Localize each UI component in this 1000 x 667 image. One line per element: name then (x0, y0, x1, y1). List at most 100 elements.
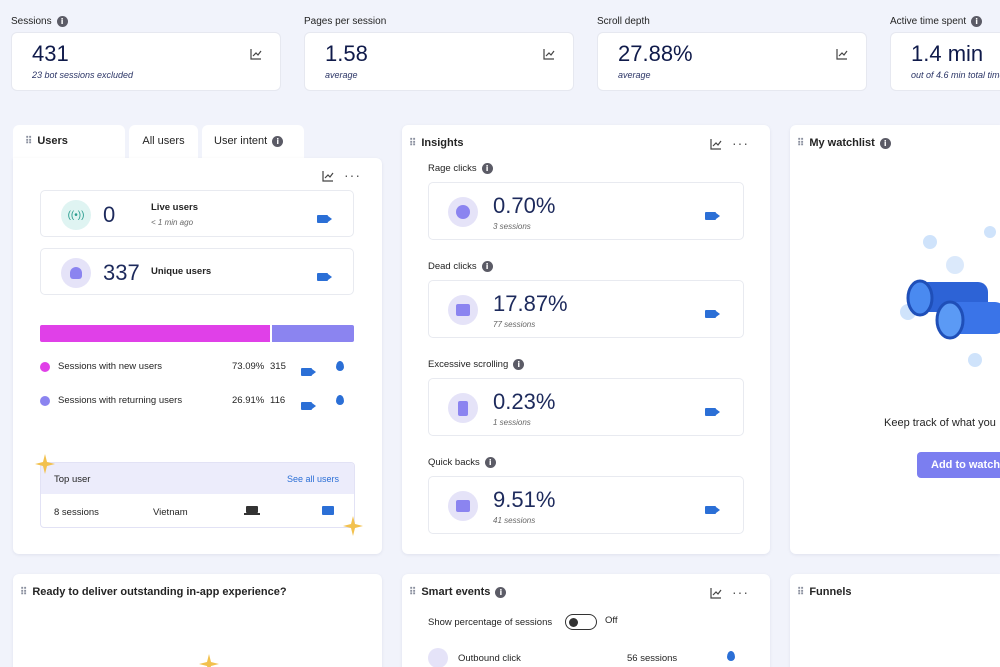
live-signal-icon: ((•)) (61, 200, 91, 230)
bar-divider (269, 325, 272, 342)
info-icon[interactable]: i (971, 16, 983, 27)
kpi-sub: 23 bot sessions excluded (32, 70, 134, 80)
tab-users-overview[interactable]: ⠿Users overview (13, 125, 125, 180)
heatmap-icon[interactable] (336, 361, 344, 371)
live-users-sub: < 1 min ago (151, 218, 194, 227)
kpi-label: Scroll depth (597, 16, 650, 27)
insight-value: 0.70% (493, 193, 556, 218)
see-all-users-link[interactable]: See all users (287, 474, 340, 484)
kpi-sub: out of 4.6 min total time (911, 70, 1000, 80)
trend-chart-icon[interactable] (710, 138, 722, 150)
sparkle-icon (343, 516, 363, 536)
insight-label: Excessive scrolling i (428, 359, 525, 370)
bar-returning-users (271, 325, 354, 342)
info-icon[interactable]: i (513, 359, 525, 370)
quick-back-icon (448, 491, 478, 521)
top-user-title: Top user (54, 474, 91, 485)
toggle-state: Off (605, 615, 618, 626)
video-recording-icon[interactable] (705, 506, 720, 514)
users-overview-card: ··· ((•)) 0 Live users < 1 min ago 337 U… (13, 158, 382, 554)
heatmap-icon[interactable] (336, 395, 344, 405)
kpi-value: 1.58 (325, 41, 368, 66)
insight-value: 0.23% (493, 389, 556, 414)
unique-users-label: Unique users (151, 266, 212, 277)
video-recording-icon[interactable] (317, 273, 332, 281)
insights-title: ⠿ Insights (409, 137, 464, 149)
video-recording-icon[interactable] (301, 368, 316, 376)
info-icon[interactable]: i (484, 457, 496, 468)
percentage-toggle[interactable] (565, 614, 597, 630)
more-options-icon[interactable]: ··· (344, 167, 361, 183)
trend-chart-icon[interactable] (250, 48, 262, 60)
insight-label: Rage clicks i (428, 163, 493, 174)
tab-all-users[interactable]: All users (129, 125, 198, 159)
dead-click-icon (448, 295, 478, 325)
trend-chart-icon[interactable] (710, 587, 722, 599)
sessions-new-row: Sessions with new users 73.09% 315 (40, 360, 354, 376)
desktop-icon-base (244, 513, 260, 515)
legend-dot-new (40, 362, 50, 372)
info-icon[interactable]: i (495, 586, 507, 598)
kpi-value: 27.88% (618, 41, 693, 66)
trend-chart-icon[interactable] (543, 48, 555, 60)
drag-handle-icon[interactable]: ⠿ (409, 587, 416, 598)
users-split-bar (40, 325, 354, 342)
info-icon[interactable]: i (879, 137, 891, 149)
top-user-box: Top user See all users 8 sessions Vietna… (40, 462, 355, 528)
insight-sub: 77 sessions (493, 320, 536, 329)
trend-chart-icon[interactable] (322, 170, 334, 182)
live-users-value: 0 (103, 202, 116, 227)
sparkle-icon (199, 654, 219, 667)
live-users-box: ((•)) 0 Live users < 1 min ago (40, 190, 354, 237)
video-recording-icon[interactable] (705, 408, 720, 416)
row-pct: 26.91% (232, 395, 265, 406)
kpi-label: Pages per session (304, 16, 387, 27)
binoculars-illustration (900, 226, 1000, 367)
ready-card: ⠿ Ready to deliver outstanding in-app exp… (13, 574, 382, 667)
info-icon[interactable]: i (56, 16, 68, 27)
video-recording-icon[interactable] (301, 402, 316, 410)
drag-handle-icon[interactable]: ⠿ (20, 587, 27, 598)
kpi-card: 1.4 min out of 4.6 min total time (890, 32, 1000, 91)
scroll-icon (448, 393, 478, 423)
bar-new-users (40, 325, 270, 342)
kpi-sub: average (325, 70, 358, 80)
angry-face-icon (448, 197, 478, 227)
watchlist-title: ⠿ My watchlist i (797, 137, 891, 149)
unique-users-box: 337 Unique users (40, 248, 354, 295)
sparkle-icon (35, 454, 55, 474)
insight-box-scroll: 0.23% 1 sessions (428, 378, 744, 436)
info-icon[interactable]: i (272, 135, 284, 147)
row-label: Sessions with returning users (58, 395, 183, 406)
row-pct: 73.09% (232, 361, 265, 372)
kpi-card: 27.88% average (597, 32, 867, 91)
kpi-label: Sessions i (11, 16, 68, 27)
trend-chart-icon[interactable] (836, 48, 848, 60)
more-options-icon[interactable]: ··· (732, 135, 749, 151)
top-user-country: Vietnam (153, 507, 188, 518)
kpi-card: 431 23 bot sessions excluded (11, 32, 281, 91)
info-icon[interactable]: i (481, 261, 493, 272)
tab-user-intent[interactable]: User intent i (202, 125, 304, 159)
insight-box-quickback: 9.51% 41 sessions (428, 476, 744, 534)
drag-handle-icon[interactable]: ⠿ (797, 138, 804, 149)
event-label: Outbound click (458, 653, 521, 664)
drag-handle-icon[interactable]: ⠿ (797, 587, 804, 598)
insight-label: Quick backs i (428, 457, 496, 468)
info-icon[interactable]: i (481, 163, 493, 174)
id-card-icon[interactable] (322, 506, 334, 515)
video-recording-icon[interactable] (705, 212, 720, 220)
drag-handle-icon[interactable]: ⠿ (409, 138, 416, 149)
insight-value: 9.51% (493, 487, 556, 512)
insight-label: Dead clicks i (428, 261, 493, 272)
insight-sub: 1 sessions (493, 418, 531, 427)
heatmap-icon[interactable] (727, 651, 735, 661)
add-to-watchlist-button[interactable]: Add to watchlist (917, 452, 1000, 478)
row-count: 116 (270, 395, 286, 406)
more-options-icon[interactable]: ··· (732, 584, 749, 600)
event-count: 56 sessions (627, 653, 678, 664)
video-recording-icon[interactable] (317, 215, 332, 223)
video-recording-icon[interactable] (705, 310, 720, 318)
insights-card: ⠿ Insights ··· Rage clicks i 0.70% 3 sessi… (402, 125, 770, 554)
drag-handle-icon[interactable]: ⠿ (25, 136, 32, 147)
